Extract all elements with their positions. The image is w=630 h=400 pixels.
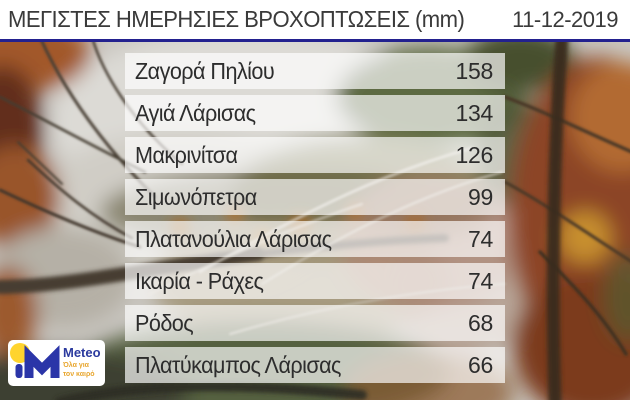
rainfall-value: 68 <box>468 309 493 336</box>
table-row: Αγιά Λάρισας 134 <box>125 95 505 131</box>
rainfall-value: 134 <box>455 99 494 126</box>
meteo-logo: Meteo Όλα για τον καιρό <box>8 340 105 386</box>
station-name: Ικαρία - Ράχες <box>135 267 264 294</box>
rainfall-value: 74 <box>468 267 493 294</box>
meteo-tagline: Όλα για τον καιρό <box>63 361 95 379</box>
rainfall-value: 158 <box>455 57 494 84</box>
table-row: Ζαγορά Πηλίου 158 <box>125 53 505 89</box>
table-row: Πλατύκαμπος Λάρισας 66 <box>125 347 505 383</box>
rainfall-value: 126 <box>455 141 494 168</box>
table-row: Ρόδος 68 <box>125 305 505 341</box>
table-row: Ικαρία - Ράχες 74 <box>125 263 505 299</box>
page-title: ΜΕΓΙΣΤΕΣ ΗΜΕΡΗΣΙΕΣ ΒΡΟΧΟΠΤΩΣΕΙΣ (mm) <box>8 6 465 32</box>
meteo-tagline-line1: Όλα για <box>63 362 89 369</box>
meteo-brand-label: Meteo <box>63 345 101 360</box>
station-name: Πλατύκαμπος Λάρισας <box>135 351 341 378</box>
station-name: Μακρινίτσα <box>135 141 238 168</box>
station-name: Ζαγορά Πηλίου <box>135 57 275 84</box>
meteo-tagline-line2: τον καιρό <box>63 371 95 378</box>
rainfall-value: 66 <box>468 351 493 378</box>
table-row: Μακρινίτσα 126 <box>125 137 505 173</box>
rainfall-value: 99 <box>468 183 493 210</box>
meteo-logo-mark-icon <box>10 343 60 378</box>
station-name: Πλατανούλια Λάρισας <box>135 225 332 252</box>
rainfall-table: Ζαγορά Πηλίου 158 Αγιά Λάρισας 134 Μακρι… <box>125 53 505 389</box>
station-name: Αγιά Λάρισας <box>135 99 256 126</box>
header-bar: ΜΕΓΙΣΤΕΣ ΗΜΕΡΗΣΙΕΣ ΒΡΟΧΟΠΤΩΣΕΙΣ (mm) 11-… <box>0 0 630 42</box>
station-name: Ρόδος <box>135 309 194 336</box>
rainfall-value: 74 <box>468 225 493 252</box>
table-row: Πλατανούλια Λάρισας 74 <box>125 221 505 257</box>
date-label: 11-12-2019 <box>512 6 618 32</box>
station-name: Σιμωνόπετρα <box>135 183 257 210</box>
table-row: Σιμωνόπετρα 99 <box>125 179 505 215</box>
